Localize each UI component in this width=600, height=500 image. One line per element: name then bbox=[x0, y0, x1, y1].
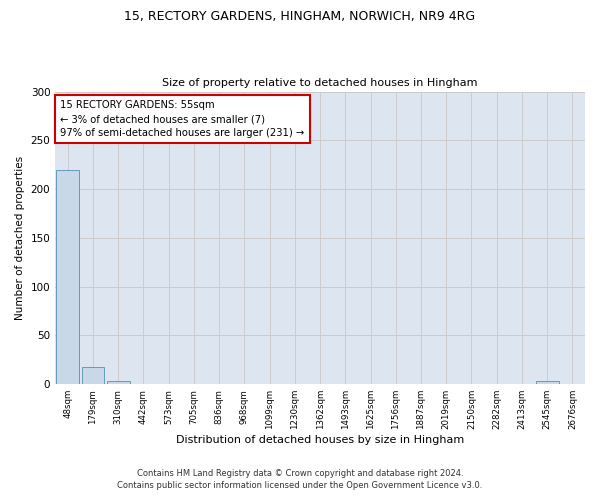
Bar bbox=[56, 170, 79, 384]
Y-axis label: Number of detached properties: Number of detached properties bbox=[15, 156, 25, 320]
Text: 15 RECTORY GARDENS: 55sqm
← 3% of detached houses are smaller (7)
97% of semi-de: 15 RECTORY GARDENS: 55sqm ← 3% of detach… bbox=[61, 100, 305, 138]
Bar bbox=[536, 382, 559, 384]
Text: Contains HM Land Registry data © Crown copyright and database right 2024.
Contai: Contains HM Land Registry data © Crown c… bbox=[118, 468, 482, 490]
Title: Size of property relative to detached houses in Hingham: Size of property relative to detached ho… bbox=[163, 78, 478, 88]
Bar bbox=[107, 382, 130, 384]
Bar bbox=[82, 366, 104, 384]
Text: 15, RECTORY GARDENS, HINGHAM, NORWICH, NR9 4RG: 15, RECTORY GARDENS, HINGHAM, NORWICH, N… bbox=[124, 10, 476, 23]
X-axis label: Distribution of detached houses by size in Hingham: Distribution of detached houses by size … bbox=[176, 435, 464, 445]
